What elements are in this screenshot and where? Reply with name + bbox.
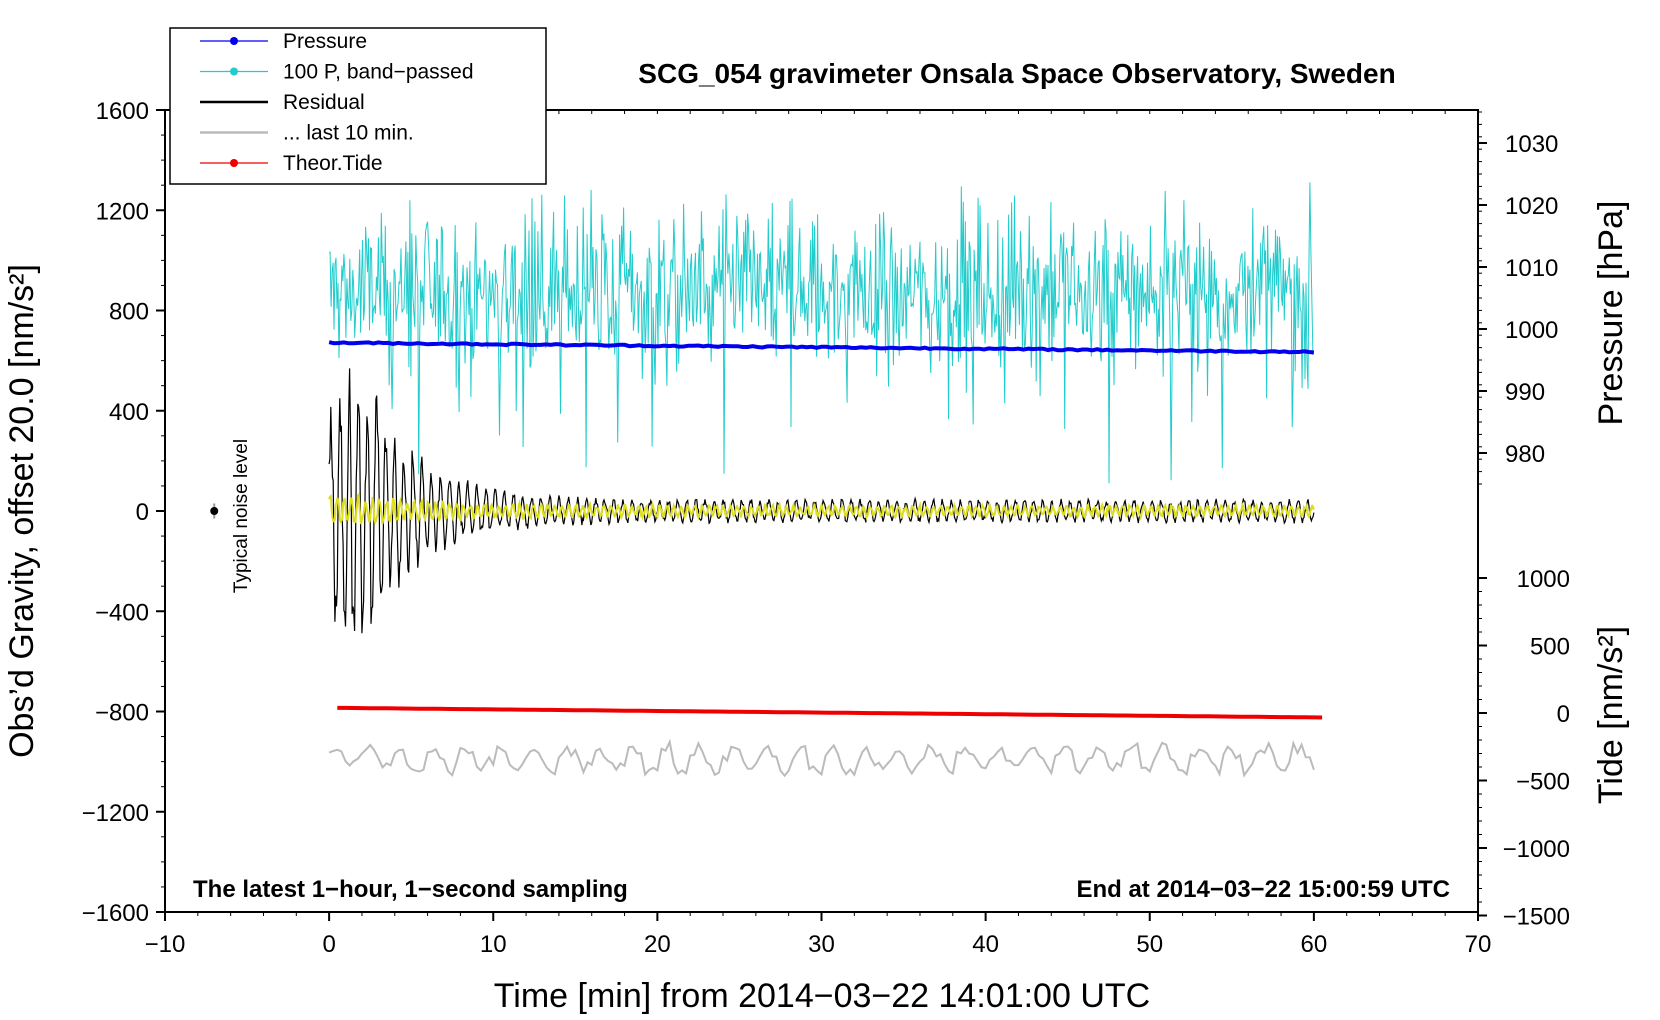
- legend-label: Theor.Tide: [283, 152, 383, 175]
- series-theoretical-tide: [337, 705, 1323, 720]
- x-tick-label: 0: [322, 931, 335, 958]
- tide-tick-label: −1000: [1503, 836, 1570, 863]
- legend-label: 100 P, band−passed: [283, 61, 474, 84]
- series-last-10-min: [328, 738, 1315, 778]
- pressure-axis-ticks: 1030 1020 1010 1000 990 980: [1478, 111, 1558, 485]
- y-tick-label: −1600: [82, 900, 149, 927]
- y-axis-title: Obs’d Gravity, offset 20.0 [nm/s²]: [3, 264, 41, 758]
- y-tick-label: 0: [136, 499, 149, 526]
- y-tick-label: −400: [95, 599, 149, 626]
- x-tick-label: 10: [480, 931, 507, 958]
- x-tick-label: 30: [808, 931, 835, 958]
- noise-dot: [210, 507, 219, 515]
- y-tick-label: 400: [109, 399, 149, 426]
- y-tick-label: 1600: [96, 98, 149, 125]
- pressure-tick-label: 990: [1505, 379, 1545, 406]
- pressure-tick-label: 1020: [1505, 193, 1558, 220]
- legend: Pressure 100 P, band−passed Residual ... la…: [169, 27, 547, 185]
- legend-label: Pressure: [283, 30, 367, 53]
- tide-tick-label: −1500: [1503, 904, 1570, 931]
- pressure-tick-label: 980: [1505, 441, 1545, 468]
- x-tick-label: 20: [644, 931, 671, 958]
- tide-axis-title: Tide [nm/s²]: [1592, 626, 1630, 804]
- noise-marker: [210, 503, 219, 519]
- series-residual-overlay: [328, 492, 1315, 526]
- series-bandpassed-pressure: [329, 182, 1314, 484]
- end-time-note: End at 2014−03−22 15:00:59 UTC: [1076, 876, 1450, 903]
- legend-box: [169, 27, 547, 185]
- legend-marker: [230, 37, 238, 45]
- legend-marker: [230, 159, 238, 167]
- y-tick-label: −800: [95, 700, 149, 727]
- tide-axis-ticks: 1000 500 0 −500 −1000 −1500: [1478, 566, 1570, 931]
- tide-tick-label: 0: [1557, 701, 1570, 728]
- x-tick-label: −10: [145, 931, 186, 958]
- series-pressure: [328, 340, 1315, 355]
- pressure-tick-label: 1030: [1505, 131, 1558, 158]
- pressure-axis-title: Pressure [hPa]: [1592, 201, 1630, 426]
- x-tick-label: 70: [1465, 931, 1492, 958]
- tide-tick-label: −500: [1516, 769, 1570, 796]
- legend-entries: Pressure 100 P, band−passed Residual ... la…: [200, 30, 474, 175]
- y-tick-label: −1200: [82, 800, 149, 827]
- pressure-tick-label: 1010: [1505, 255, 1558, 282]
- y-axis-ticks: 1600 1200 800 400 0 −400 −800 −1200 −1600: [82, 98, 165, 927]
- series-layer: [328, 182, 1323, 778]
- sampling-note: The latest 1−hour, 1−second sampling: [193, 876, 628, 903]
- y-tick-label: 1200: [96, 198, 149, 225]
- legend-marker: [230, 67, 238, 76]
- x-tick-label: 60: [1301, 931, 1328, 958]
- x-tick-label: 40: [972, 931, 999, 958]
- tide-tick-label: 500: [1530, 634, 1570, 661]
- tide-tick-label: 1000: [1517, 566, 1570, 593]
- pressure-tick-label: 1000: [1505, 317, 1558, 344]
- legend-label: ... last 10 min.: [283, 122, 414, 145]
- x-tick-label: 50: [1136, 931, 1163, 958]
- x-axis-title: Time [min] from 2014−03−22 14:01:00 UTC: [494, 977, 1150, 1015]
- x-axis-ticks: −10 0 10 20 30 40 50 60 70: [145, 110, 1492, 958]
- chart-title: SCG_054 gravimeter Onsala Space Observat…: [638, 58, 1395, 89]
- legend-label: Residual: [283, 91, 365, 114]
- y-tick-label: 800: [109, 299, 149, 326]
- series-residual: [328, 368, 1315, 634]
- noise-label: Typical noise level: [231, 439, 252, 593]
